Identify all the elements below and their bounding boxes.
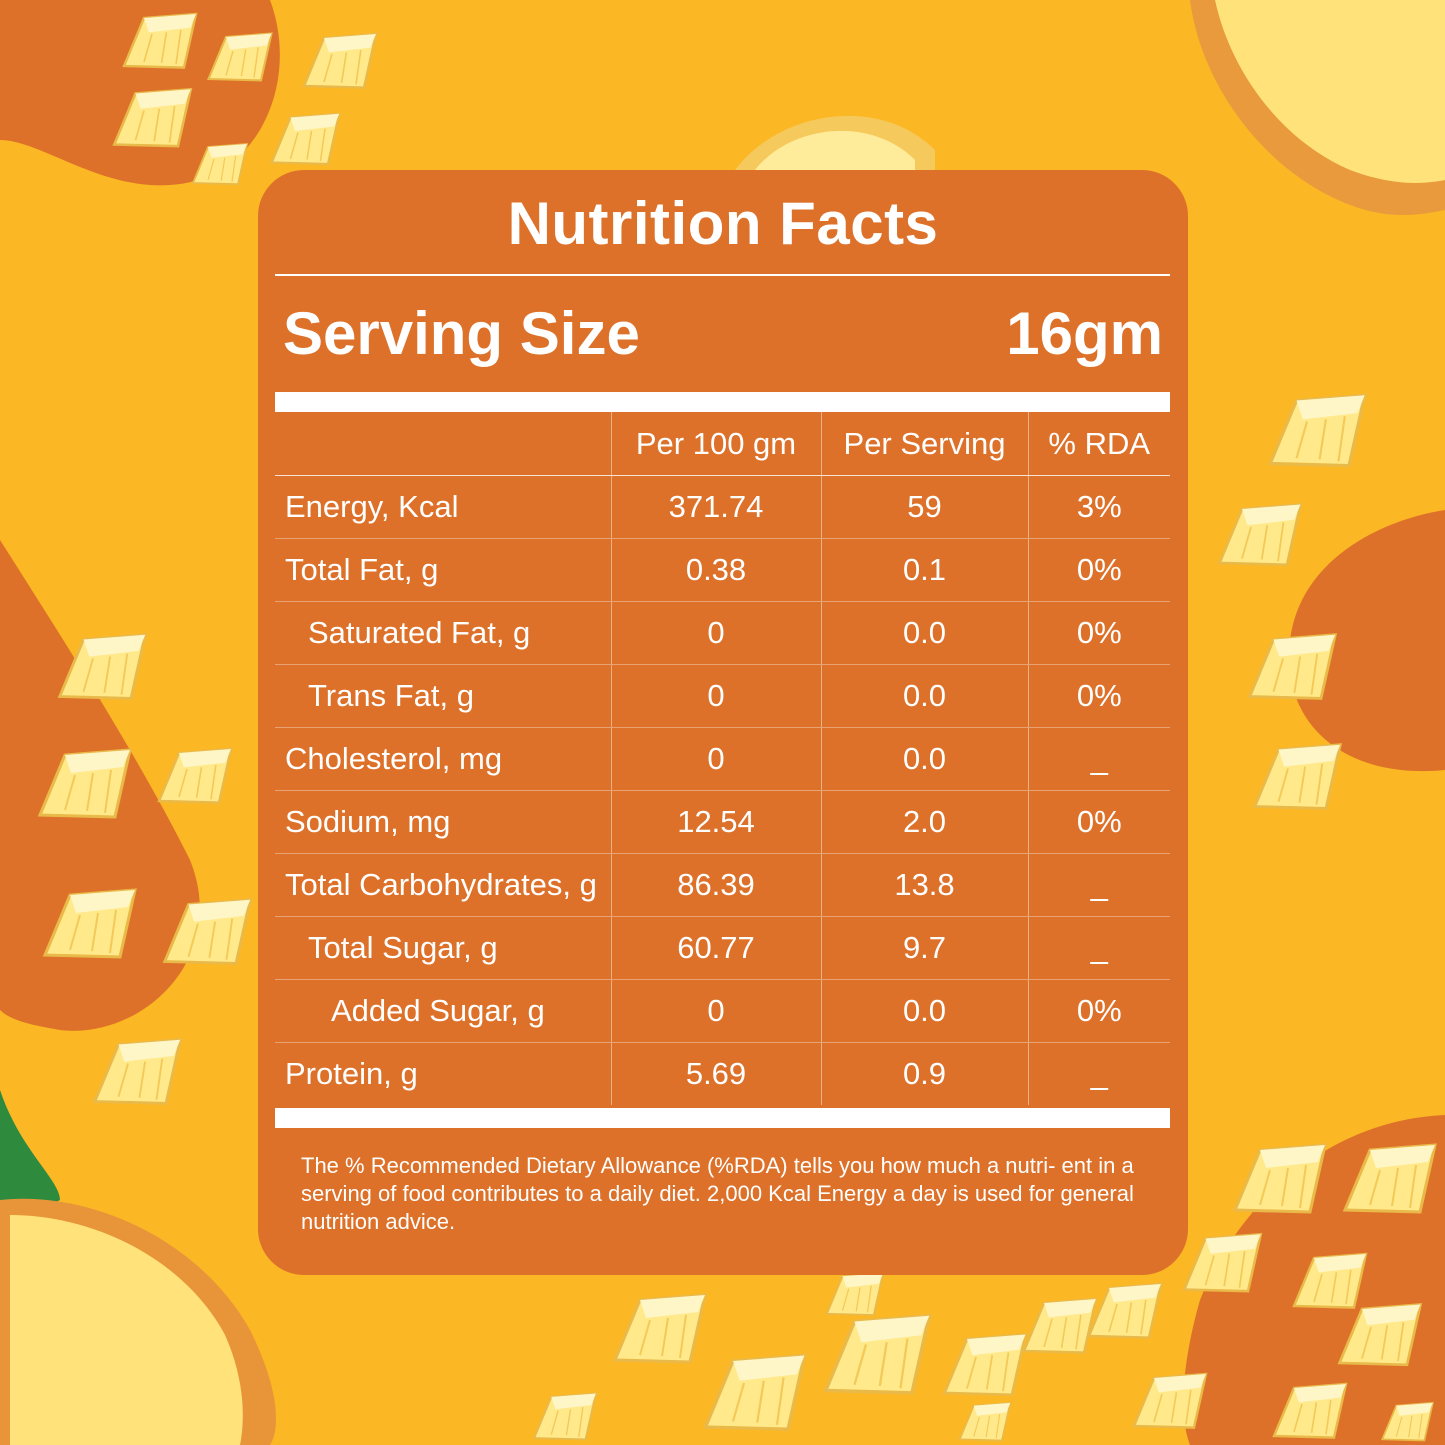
value-per-serving: 0.0 — [820, 727, 1028, 791]
nutrient-name: Cholesterol, mg — [275, 727, 611, 791]
value-rda: _ — [1027, 1042, 1170, 1105]
table-bottom-divider — [275, 1108, 1170, 1128]
value-per-serving: 9.7 — [820, 916, 1028, 980]
nutrient-name: Total Fat, g — [275, 538, 611, 602]
value-per-serving: 13.8 — [820, 853, 1028, 917]
value-per-100g: 371.74 — [610, 475, 821, 539]
value-rda: _ — [1027, 853, 1170, 917]
table-row: Total Sugar, g 60.77 9.7 _ — [275, 916, 1170, 980]
value-rda: 3% — [1027, 475, 1170, 539]
table-row: Protein, g 5.69 0.9 _ — [275, 1042, 1170, 1105]
nutrient-name: Total Sugar, g — [275, 916, 611, 980]
table-row: Sodium, mg 12.54 2.0 0% — [275, 790, 1170, 854]
value-per-100g: 12.54 — [610, 790, 821, 854]
header-per-100g: Per 100 gm — [610, 412, 821, 476]
value-per-100g: 0 — [610, 601, 821, 665]
title-divider — [275, 274, 1170, 276]
value-per-100g: 0 — [610, 979, 821, 1043]
table-row: Cholesterol, mg 0 0.0 _ — [275, 727, 1170, 791]
value-per-serving: 59 — [820, 475, 1028, 539]
value-per-serving: 0.1 — [820, 538, 1028, 602]
nutrient-name: Total Carbohydrates, g — [275, 853, 611, 917]
value-per-serving: 0.0 — [820, 601, 1028, 665]
table-row: Added Sugar, g 0 0.0 0% — [275, 979, 1170, 1043]
nutrient-name: Energy, Kcal — [275, 475, 611, 539]
serving-size-label: Serving Size — [283, 300, 640, 367]
header-rda: % RDA — [1027, 412, 1170, 476]
nutrition-facts-panel: Nutrition Facts Serving Size 16gm Per 10… — [258, 170, 1188, 1275]
header-nutrient — [275, 412, 611, 476]
table-row: Trans Fat, g 0 0.0 0% — [275, 664, 1170, 728]
header-per-serving: Per Serving — [820, 412, 1028, 476]
value-rda: 0% — [1027, 601, 1170, 665]
nutrient-name: Protein, g — [285, 1056, 418, 1091]
nutrient-name: Added Sugar, g — [275, 979, 611, 1043]
value-per-100g: 0 — [610, 664, 821, 728]
serving-size-value: 16gm — [1006, 300, 1163, 367]
table-row: Total Carbohydrates, g 86.39 13.8 _ — [275, 853, 1170, 917]
value-per-serving: 2.0 — [820, 790, 1028, 854]
table-header-row: Per 100 gm Per Serving % RDA — [275, 412, 1170, 476]
value-per-serving: 0.9 — [820, 1042, 1028, 1105]
table-row: Total Fat, g 0.38 0.1 0% — [275, 538, 1170, 602]
rda-footnote: The % Recommended Dietary Allowance (%RD… — [301, 1153, 1134, 1234]
value-per-100g: 0 — [610, 727, 821, 791]
value-rda: 0% — [1027, 790, 1170, 854]
nutrient-name: Trans Fat, g — [275, 664, 611, 728]
value-rda: _ — [1027, 916, 1170, 980]
value-per-100g: 60.77 — [610, 916, 821, 980]
serving-divider — [275, 392, 1170, 412]
value-rda: _ — [1027, 727, 1170, 791]
value-per-serving: 0.0 — [820, 979, 1028, 1043]
value-rda: 0% — [1027, 664, 1170, 728]
value-per-100g: 86.39 — [610, 853, 821, 917]
value-rda: 0% — [1027, 538, 1170, 602]
nutrient-name: Saturated Fat, g — [275, 601, 611, 665]
table-row: Energy, Kcal 371.74 59 3% — [275, 475, 1170, 539]
nutrition-facts-title: Nutrition Facts — [507, 190, 939, 257]
value-per-serving: 0.0 — [820, 664, 1028, 728]
nutrition-table: Per 100 gm Per Serving % RDA Energy, Kca… — [275, 412, 1170, 1105]
nutrient-name: Sodium, mg — [275, 790, 611, 854]
value-per-100g: 0.38 — [610, 538, 821, 602]
table-row: Saturated Fat, g 0 0.0 0% — [275, 601, 1170, 665]
value-per-100g: 5.69 — [610, 1042, 821, 1105]
value-rda: 0% — [1027, 979, 1170, 1043]
